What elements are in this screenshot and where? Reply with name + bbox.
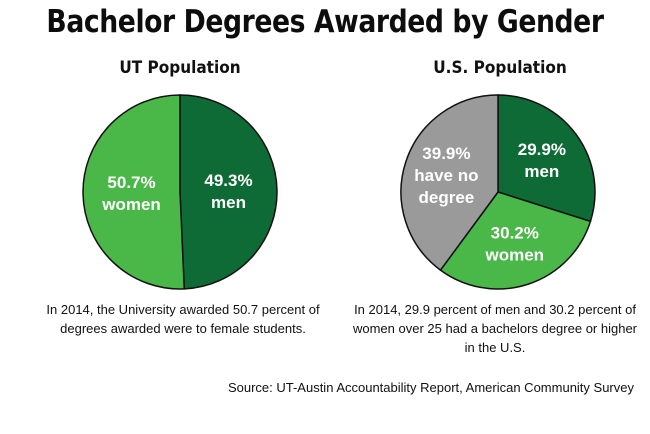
us-label-women-line: women [485,246,545,265]
ut-label-men: 49.3% men [204,171,252,212]
ut-pie-chart: 49.3% men 50.7% women [82,94,278,290]
ut-label-women-line: 50.7% [107,173,155,192]
ut-slice-men [179,94,278,290]
us-pie-chart: 29.9% men 30.2% women 39.9% have no degree [400,94,596,290]
us-label-women: 30.2% women [485,224,545,265]
us-slice-none [400,94,499,272]
us-label-none: 39.9% have no degree [414,144,478,207]
ut-label-women: 50.7% women [101,173,161,214]
us-note: In 2014, 29.9 percent of men and 30.2 pe… [352,302,637,355]
ut-label-men-line: 49.3% [204,171,252,190]
chart-title: Bachelor Degrees Awarded by Gender [46,4,604,40]
us-label-men-line: 29.9% [518,140,566,159]
us-slice-men [497,94,596,223]
ut-slice-women [82,94,186,290]
us-slice-women [439,191,592,290]
ut-label-women-line: women [101,195,161,214]
us-label-women-line: 30.2% [491,224,539,243]
ut-pie-title: UT Population [119,58,241,78]
ut-label-men-line: men [211,193,246,212]
us-pie-title: U.S. Population [433,58,567,78]
us-label-none-line: degree [419,188,475,207]
us-label-none-line: 39.9% [422,144,470,163]
us-label-men-line: men [524,162,559,181]
us-label-none-line: have no [414,166,478,185]
us-label-men: 29.9% men [518,140,566,181]
ut-note: In 2014, the University awarded 50.7 per… [46,302,320,336]
source-credit: Source: UT-Austin Accountability Report,… [227,380,634,395]
